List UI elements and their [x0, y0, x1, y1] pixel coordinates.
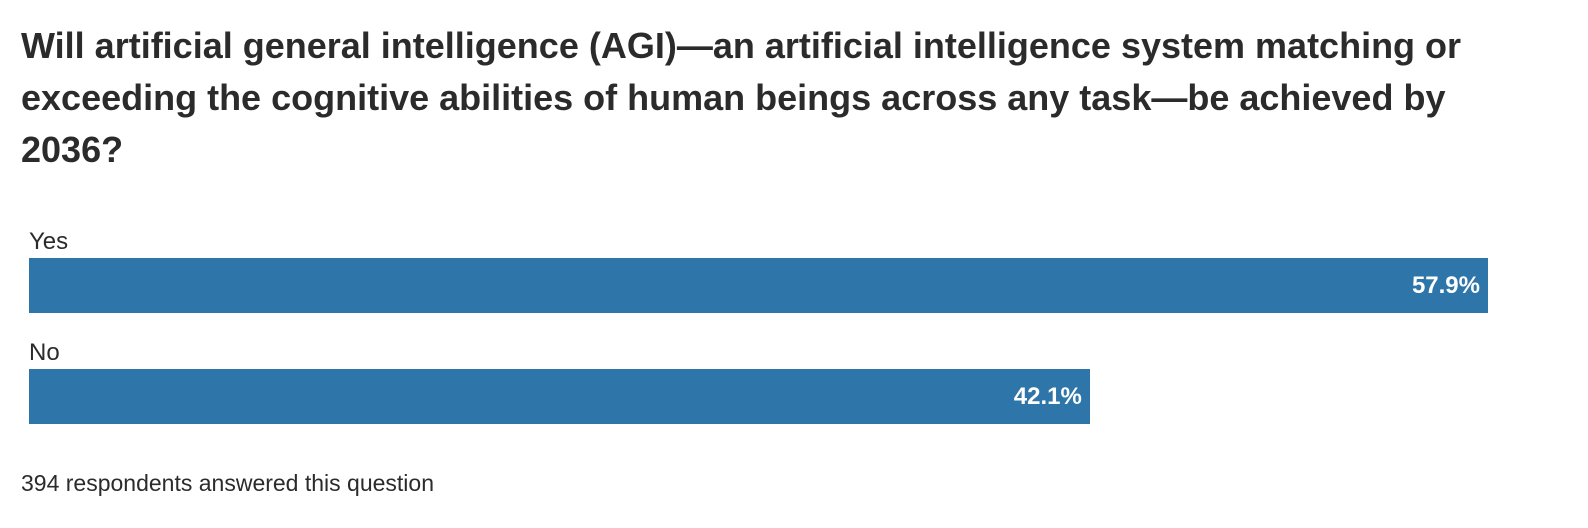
value-label: 57.9%: [1411, 272, 1480, 299]
category-label: Yes: [29, 228, 69, 255]
category-label: No: [29, 339, 60, 366]
chart-title: Will artificial general intelligence (AG…: [21, 25, 1462, 170]
bar: [29, 258, 1488, 313]
bar: [29, 369, 1090, 424]
footnote: 394 respondents answered this question: [21, 470, 435, 496]
value-label: 42.1%: [1013, 383, 1082, 410]
